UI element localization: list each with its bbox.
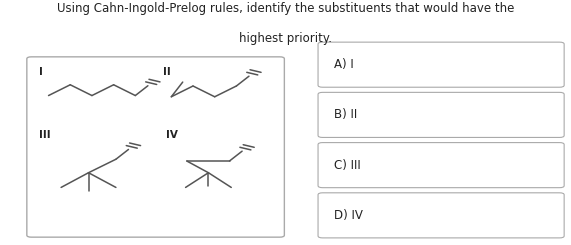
Text: III: III bbox=[39, 130, 50, 140]
Text: B) II: B) II bbox=[334, 108, 357, 122]
Text: highest priority.: highest priority. bbox=[239, 32, 332, 45]
FancyBboxPatch shape bbox=[27, 57, 284, 237]
Text: II: II bbox=[163, 67, 171, 77]
FancyBboxPatch shape bbox=[318, 42, 564, 87]
Text: A) I: A) I bbox=[334, 58, 354, 71]
Text: D) IV: D) IV bbox=[334, 209, 363, 222]
FancyBboxPatch shape bbox=[318, 92, 564, 137]
Text: I: I bbox=[39, 67, 43, 77]
Text: Using Cahn-Ingold-Prelog rules, identify the substituents that would have the: Using Cahn-Ingold-Prelog rules, identify… bbox=[57, 2, 514, 15]
FancyBboxPatch shape bbox=[318, 143, 564, 188]
Text: IV: IV bbox=[166, 130, 178, 140]
Text: C) III: C) III bbox=[334, 159, 361, 172]
FancyBboxPatch shape bbox=[318, 193, 564, 238]
